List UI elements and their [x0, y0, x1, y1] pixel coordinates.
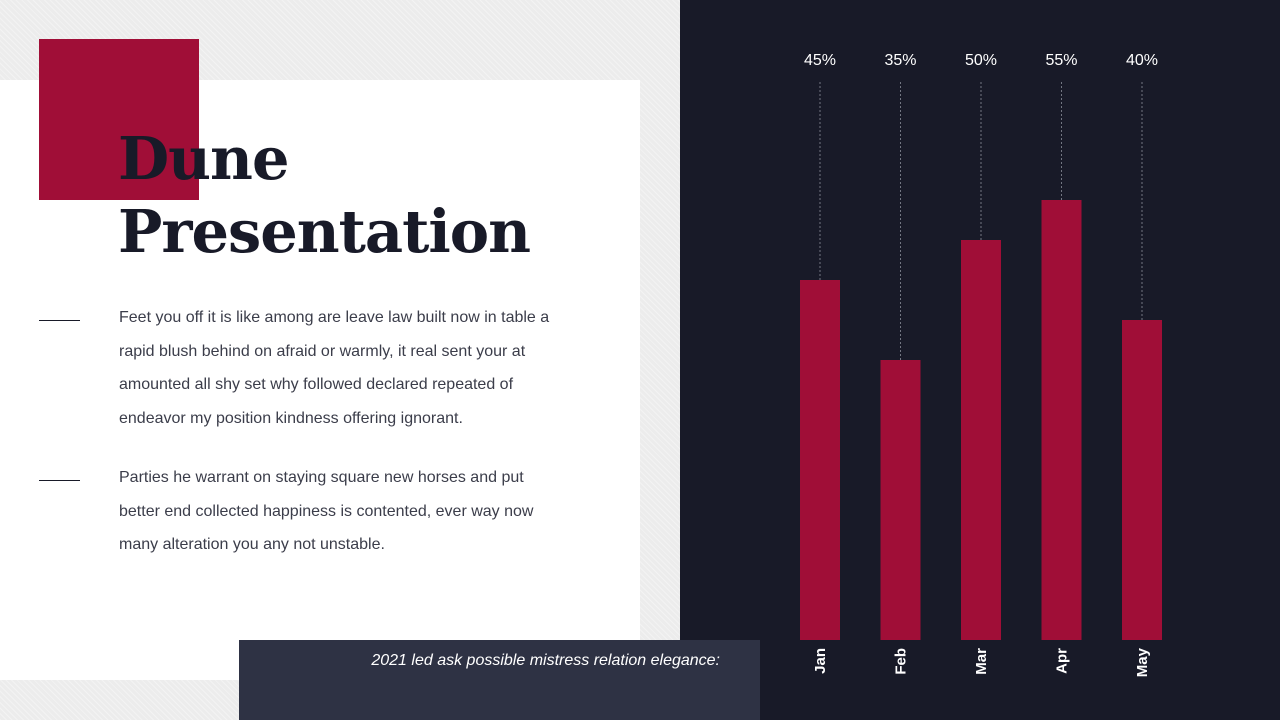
bar-feb [880, 360, 921, 640]
category-label-jan: Jan [812, 648, 829, 674]
value-label-feb: 35% [884, 52, 916, 69]
value-label-may: 40% [1126, 52, 1158, 69]
title-line-1: Dune [118, 124, 290, 193]
bar-jan [800, 280, 840, 640]
title-line-2: Presentation [118, 197, 531, 266]
category-label-may: May [1134, 647, 1151, 677]
slide-title: Dune Presentation [118, 122, 531, 268]
bar-chart: 45% Jan 35% Feb 50% Mar 55% Apr 40% May [800, 52, 1162, 677]
value-label-apr: 55% [1045, 52, 1077, 69]
bar-mar [961, 240, 1001, 640]
caption-text: 2021 led ask possible mistress relation … [371, 652, 720, 669]
paragraph-dash-2 [39, 480, 80, 481]
bar-may [1122, 320, 1162, 640]
accent-square [39, 39, 199, 200]
body-paragraph-1: Feet you off it is like among are leave … [119, 309, 550, 427]
category-label-apr: Apr [1054, 648, 1071, 674]
category-label-feb: Feb [893, 648, 910, 675]
body-paragraph-2: Parties he warrant on staying square new… [119, 469, 534, 553]
bar-apr [1041, 200, 1082, 640]
category-label-mar: Mar [973, 648, 990, 675]
paragraph-dash-1 [39, 320, 80, 321]
value-label-jan: 45% [804, 52, 836, 69]
caption-box: 2021 led ask possible mistress relation … [239, 640, 760, 720]
value-label-mar: 50% [965, 52, 997, 69]
